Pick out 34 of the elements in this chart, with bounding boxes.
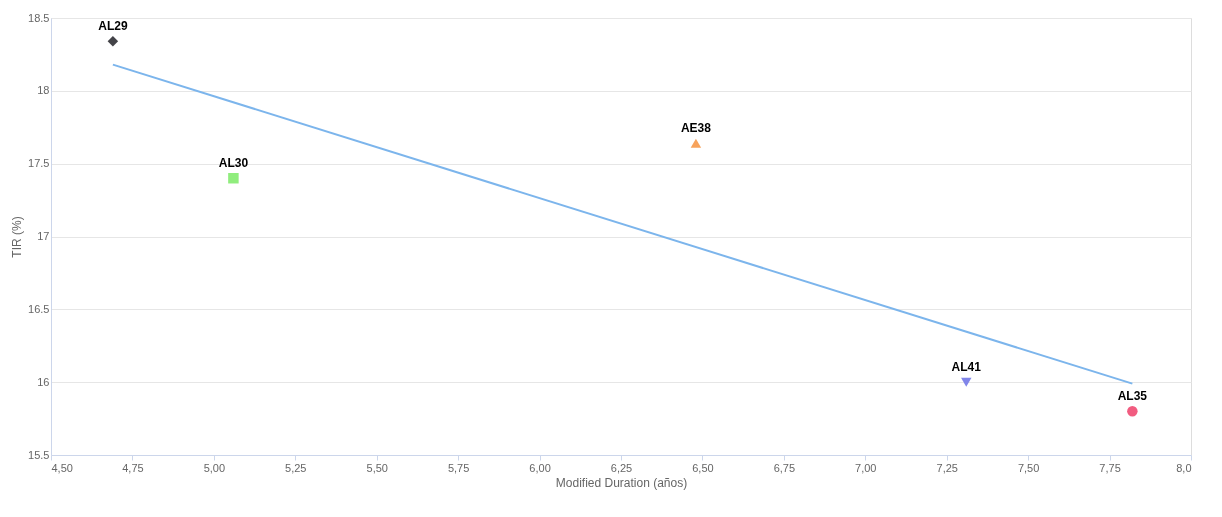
y-axis-title: TIR (%) bbox=[10, 216, 25, 258]
y-tick-label: 16.5 bbox=[28, 302, 50, 315]
series-label: AL30 bbox=[218, 156, 249, 171]
x-tick-label: 5,75 bbox=[447, 461, 470, 474]
point bbox=[961, 377, 972, 387]
y-tick-label: 18.5 bbox=[28, 11, 50, 24]
y-tick-label: 17.5 bbox=[28, 157, 50, 170]
x-tick-label: 6,75 bbox=[773, 461, 796, 474]
x-tick-label: 7,75 bbox=[1099, 461, 1121, 474]
series-label: AL35 bbox=[1117, 389, 1148, 404]
point bbox=[690, 138, 702, 148]
point bbox=[1127, 406, 1138, 417]
x-tick-label: 6,50 bbox=[692, 461, 714, 474]
x-tick-label: 8,0 bbox=[1176, 461, 1192, 474]
series-label: AE38 bbox=[680, 121, 712, 136]
x-axis-title: Modified Duration (años) bbox=[555, 475, 688, 490]
series-label: AL29 bbox=[98, 19, 128, 34]
x-tick-label: 5,50 bbox=[366, 461, 388, 474]
series-label: AL41 bbox=[951, 360, 982, 375]
y-tick-label: 17 bbox=[37, 230, 50, 242]
y-tick-label: 18 bbox=[37, 84, 50, 97]
y-tick-label: 16 bbox=[37, 375, 50, 388]
point bbox=[228, 172, 239, 184]
x-tick-label: 5,00 bbox=[203, 461, 226, 474]
x-tick-label: 7,50 bbox=[1017, 461, 1040, 474]
x-tick-label: 4,75 bbox=[122, 461, 144, 474]
point bbox=[107, 36, 119, 47]
x-tick-label: 7,25 bbox=[936, 461, 958, 474]
x-tick-label: 6,25 bbox=[610, 461, 633, 474]
x-tick-label: 5,25 bbox=[285, 461, 307, 474]
x-tick-label: 7,00 bbox=[855, 461, 877, 474]
x-tick-label: 4,50 bbox=[51, 461, 73, 474]
x-tick-label: 6,00 bbox=[529, 461, 551, 474]
y-tick-label: 15.5 bbox=[28, 448, 50, 461]
